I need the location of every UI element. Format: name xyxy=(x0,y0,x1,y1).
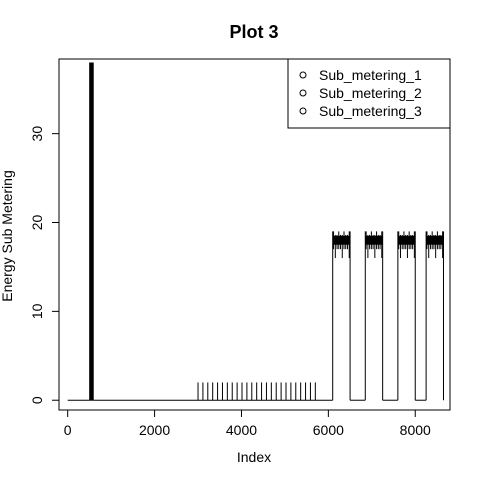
y-tick-label: 30 xyxy=(29,126,45,142)
y-axis-label: Energy Sub Metering xyxy=(0,170,15,302)
legend-entry-label: Sub_metering_1 xyxy=(319,67,422,83)
x-axis-label: Index xyxy=(237,449,271,465)
chart-title: Plot 3 xyxy=(229,22,278,42)
x-tick-label: 8000 xyxy=(400,422,431,438)
dense-block xyxy=(90,382,91,400)
x-tick-label: 2000 xyxy=(139,422,170,438)
x-tick-label: 4000 xyxy=(226,422,257,438)
legend-entry-label: Sub_metering_2 xyxy=(319,85,422,101)
y-tick-label: 10 xyxy=(29,303,45,319)
x-tick-label: 6000 xyxy=(313,422,344,438)
x-tick-label: 0 xyxy=(64,422,72,438)
legend: Sub_metering_1 Sub_metering_2 Sub_metering… xyxy=(288,59,450,128)
series-segment-1 xyxy=(89,63,93,401)
legend-entry-label: Sub_metering_3 xyxy=(319,103,422,119)
y-tick-label: 20 xyxy=(29,215,45,231)
y-tick-label: 0 xyxy=(29,396,45,404)
